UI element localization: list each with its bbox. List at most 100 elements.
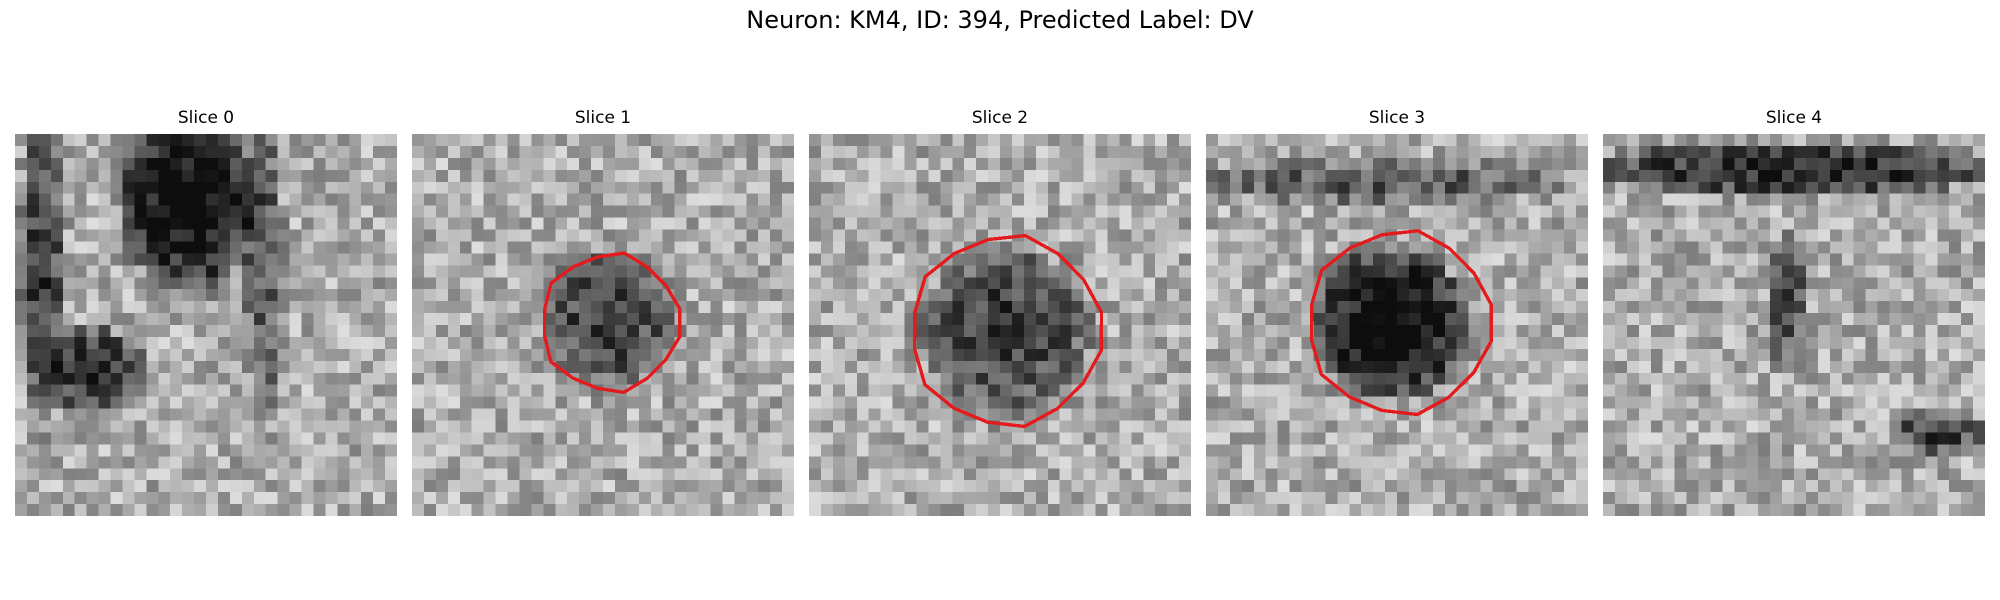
image-pixel bbox=[1000, 277, 1013, 290]
image-pixel bbox=[1722, 420, 1735, 433]
image-pixel bbox=[373, 217, 386, 230]
image-pixel bbox=[1432, 289, 1445, 302]
image-pixel bbox=[638, 384, 651, 397]
image-pixel bbox=[170, 348, 183, 362]
image-pixel bbox=[217, 301, 231, 314]
image-pixel bbox=[1576, 336, 1588, 350]
image-pixel bbox=[1325, 396, 1338, 409]
image-pixel bbox=[770, 205, 783, 218]
image-pixel bbox=[1397, 169, 1410, 182]
image-pixel bbox=[1829, 134, 1842, 147]
image-pixel bbox=[591, 456, 604, 469]
image-pixel bbox=[1961, 145, 1974, 159]
image-pixel bbox=[591, 372, 604, 385]
image-pixel bbox=[638, 480, 651, 493]
image-pixel bbox=[1925, 396, 1938, 409]
image-pixel bbox=[483, 384, 496, 397]
image-pixel bbox=[770, 444, 783, 457]
image-pixel bbox=[579, 480, 592, 493]
image-pixel bbox=[1131, 205, 1144, 218]
image-pixel bbox=[1698, 265, 1711, 278]
image-pixel bbox=[483, 420, 496, 433]
image-pixel bbox=[722, 480, 735, 493]
image-pixel bbox=[928, 420, 941, 433]
image-pixel bbox=[495, 384, 508, 397]
image-pixel bbox=[988, 134, 1001, 147]
image-pixel bbox=[1686, 145, 1699, 159]
image-pixel bbox=[1277, 480, 1290, 493]
image-pixel bbox=[26, 504, 40, 516]
image-pixel bbox=[1528, 277, 1541, 290]
image-pixel bbox=[373, 313, 386, 326]
image-pixel bbox=[1770, 432, 1783, 445]
image-pixel bbox=[122, 432, 135, 445]
image-pixel bbox=[1349, 480, 1362, 493]
image-pixel bbox=[349, 301, 362, 314]
image-pixel bbox=[447, 336, 460, 350]
image-pixel bbox=[1071, 492, 1084, 505]
image-pixel bbox=[1698, 325, 1711, 338]
image-pixel bbox=[868, 504, 881, 516]
image-pixel bbox=[1794, 193, 1807, 206]
image-pixel bbox=[361, 229, 374, 242]
image-pixel bbox=[1841, 384, 1854, 397]
image-pixel bbox=[435, 504, 449, 516]
image-pixel bbox=[1794, 217, 1807, 230]
image-pixel bbox=[206, 504, 219, 516]
image-pixel bbox=[1973, 408, 1985, 421]
image-pixel bbox=[217, 181, 231, 194]
image-pixel bbox=[1047, 372, 1060, 385]
image-pixel bbox=[1817, 193, 1831, 206]
image-pixel bbox=[1782, 157, 1795, 171]
image-pixel bbox=[1265, 444, 1278, 457]
image-pixel bbox=[1504, 241, 1517, 254]
image-pixel bbox=[1167, 145, 1180, 159]
image-pixel bbox=[1662, 432, 1675, 445]
image-pixel bbox=[1083, 265, 1096, 278]
image-pixel bbox=[1841, 348, 1854, 362]
image-pixel bbox=[626, 241, 640, 254]
image-pixel bbox=[1805, 348, 1819, 362]
image-pixel bbox=[1973, 205, 1985, 218]
image-pixel bbox=[1408, 396, 1422, 409]
image-pixel bbox=[988, 348, 1001, 362]
image-pixel bbox=[289, 336, 302, 350]
image-pixel bbox=[412, 360, 425, 373]
image-pixel bbox=[483, 265, 496, 278]
image-pixel bbox=[182, 217, 195, 230]
image-pixel bbox=[710, 193, 723, 206]
image-pixel bbox=[674, 169, 687, 182]
image-pixel bbox=[1313, 420, 1326, 433]
image-pixel bbox=[1155, 325, 1168, 338]
image-pixel bbox=[313, 217, 326, 230]
image-pixel bbox=[1047, 336, 1060, 350]
image-pixel bbox=[98, 313, 111, 326]
image-pixel bbox=[1325, 253, 1338, 266]
image-pixel bbox=[15, 313, 28, 326]
image-pixel bbox=[26, 241, 40, 254]
image-pixel bbox=[349, 157, 362, 171]
image-pixel bbox=[1179, 277, 1191, 290]
image-pixel bbox=[988, 444, 1001, 457]
image-pixel bbox=[603, 289, 616, 302]
image-pixel bbox=[15, 229, 28, 242]
image-pixel bbox=[1468, 289, 1481, 302]
image-pixel bbox=[746, 384, 759, 397]
image-pixel bbox=[674, 360, 687, 373]
image-pixel bbox=[1698, 193, 1711, 206]
image-pixel bbox=[1313, 325, 1326, 338]
image-pixel bbox=[1686, 360, 1699, 373]
image-pixel bbox=[1889, 325, 1902, 338]
image-pixel bbox=[313, 492, 326, 505]
image-pixel bbox=[1349, 492, 1362, 505]
image-pixel bbox=[832, 372, 846, 385]
image-pixel bbox=[1853, 134, 1866, 147]
image-pixel bbox=[277, 253, 290, 266]
image-pixel bbox=[1143, 253, 1156, 266]
image-pixel bbox=[435, 432, 449, 445]
image-pixel bbox=[603, 456, 616, 469]
image-pixel bbox=[146, 504, 159, 516]
image-pixel bbox=[1229, 360, 1243, 373]
image-pixel bbox=[110, 480, 123, 493]
image-pixel bbox=[555, 444, 568, 457]
